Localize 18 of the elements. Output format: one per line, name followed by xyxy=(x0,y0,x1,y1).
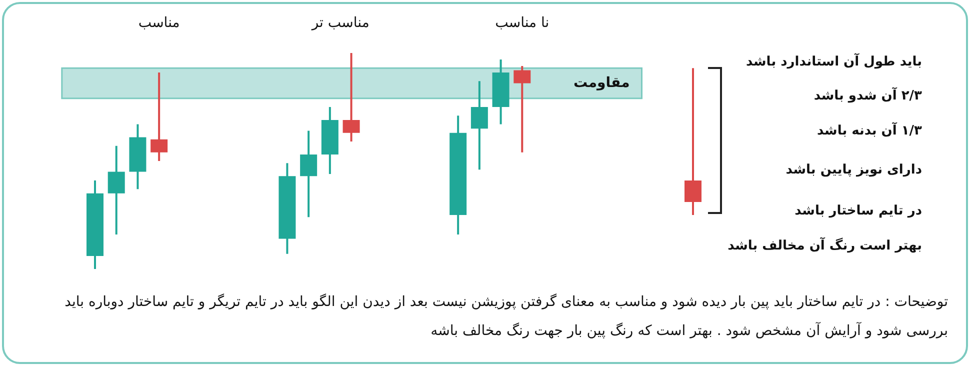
candlestick xyxy=(514,64,531,154)
text: مناسب xyxy=(138,15,180,31)
text: ۲/۳ آن شدو باشد xyxy=(814,88,922,104)
text: نا مناسب xyxy=(495,15,550,31)
text: توضیحات : در تایم ساختار باید پین بار دیده شود و مناسب به معنای گرفتن پوزیشن نیست بعد از دیدن این الگو باید در تایم تریگر و تایم ساختار دوباره باید بررسی شود و آرایش آن مشخص شود . بهتر است که رنگ پین بار جهت رنگ مخالف باشه xyxy=(64,292,948,341)
candlestick xyxy=(150,71,168,162)
text: دارای نویز پایین باشد xyxy=(786,162,922,178)
text: بهتر است رنگ آن مخالف باشد xyxy=(728,238,922,254)
candlestick xyxy=(342,52,360,143)
candlestick xyxy=(108,144,125,236)
text: باید طول آن استاندارد باشد xyxy=(746,54,922,70)
text: در تایم ساختار باشد xyxy=(794,204,922,218)
candlestick xyxy=(300,130,318,218)
candlestick xyxy=(470,80,488,171)
band-label: مقاومت xyxy=(574,74,630,91)
text: ۱/۳ آن بدنه باشد xyxy=(817,124,922,138)
text: مناسب تر xyxy=(312,15,370,31)
candlestick xyxy=(684,67,702,216)
